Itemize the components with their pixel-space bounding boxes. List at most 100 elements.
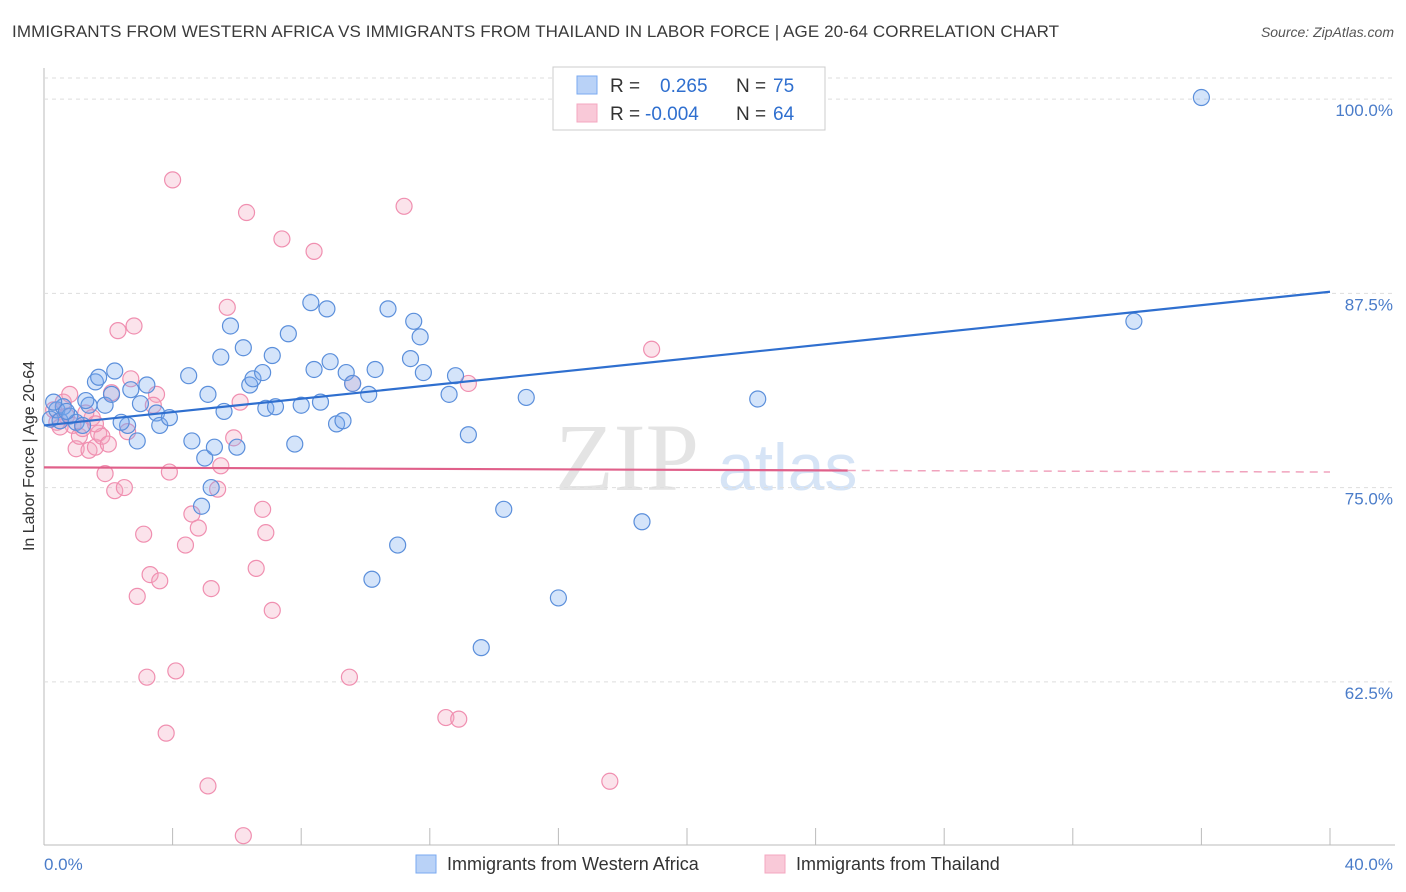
bottom-legend-label-blue: Immigrants from Western Africa — [447, 854, 700, 874]
western-africa-point — [549, 589, 568, 607]
western-africa-point — [221, 317, 240, 335]
western-africa-point — [337, 363, 355, 382]
western-africa-point — [286, 435, 304, 453]
thailand-point — [643, 340, 661, 358]
bottom-legend-label-pink: Immigrants from Thailand — [796, 854, 1000, 874]
western-africa-point — [212, 348, 230, 366]
y-axis-title: In Labor Force | Age 20-64 — [21, 361, 38, 551]
western-africa-point — [61, 407, 79, 425]
thailand-point — [218, 298, 236, 316]
thailand-point — [212, 457, 230, 475]
western-africa-point — [77, 391, 95, 410]
trend-lines — [43, 290, 1331, 473]
thailand-point — [234, 827, 252, 845]
series-western-africa-points — [41, 88, 1211, 657]
thailand-point — [160, 463, 178, 481]
trend-line-western-africa — [43, 290, 1331, 427]
legend-n-value-pink: 64 — [773, 104, 795, 125]
bottom-legend-swatch-pink — [764, 854, 786, 874]
thailand-point — [176, 536, 195, 554]
x-ticks — [172, 828, 1331, 845]
thailand-point — [128, 587, 146, 605]
western-africa-point — [202, 478, 220, 497]
thailand-point — [96, 464, 114, 483]
western-africa-point — [205, 438, 223, 456]
thailand-point — [273, 230, 291, 248]
western-africa-point — [1192, 88, 1211, 107]
thailand-point — [189, 519, 207, 537]
western-africa-point — [749, 390, 767, 408]
stats-legend: R = 0.265 N = 75 R = -0.004 N = 64 — [552, 66, 826, 131]
western-africa-point — [199, 385, 217, 403]
thailand-point — [90, 424, 108, 442]
western-africa-point — [321, 353, 339, 371]
western-africa-point — [292, 396, 310, 414]
thailand-point — [138, 668, 156, 686]
western-africa-point — [192, 497, 211, 515]
western-africa-point — [180, 367, 198, 385]
legend-r-label-blue: R = — [610, 76, 640, 97]
y-tick-labels: 62.5% 75.0% 87.5% 100.0% — [1335, 101, 1393, 703]
thailand-point — [247, 559, 265, 577]
thailand-point — [237, 203, 256, 222]
thailand-point — [395, 197, 413, 215]
western-africa-point — [495, 500, 513, 518]
thailand-point — [157, 724, 175, 742]
thailand-point — [263, 601, 281, 619]
western-africa-point — [228, 438, 246, 456]
thailand-point — [257, 524, 275, 542]
thailand-point — [115, 478, 133, 497]
legend-swatch-pink — [576, 103, 598, 123]
western-africa-point — [138, 376, 156, 394]
thailand-point — [450, 710, 468, 728]
bottom-legend: Immigrants from Western Africa Immigrant… — [415, 854, 1000, 874]
thailand-point — [135, 525, 153, 543]
western-africa-point — [517, 388, 535, 407]
western-africa-point — [334, 412, 352, 430]
western-africa-point — [45, 393, 63, 411]
thailand-point — [109, 322, 127, 340]
source-label: Source: ZipAtlas.com — [1260, 24, 1394, 40]
thailand-point — [231, 393, 249, 411]
trend-line-thailand-extension — [847, 469, 1331, 473]
thailand-point — [141, 566, 159, 584]
y-tick-label: 75.0% — [1345, 490, 1393, 509]
legend-n-value-blue: 75 — [773, 76, 794, 97]
thailand-point — [199, 777, 217, 795]
western-africa-point — [379, 300, 397, 318]
western-africa-point — [344, 374, 362, 393]
western-africa-point — [363, 570, 381, 588]
legend-n-label-blue: N = — [736, 76, 766, 97]
thailand-point — [601, 772, 619, 790]
western-africa-point — [234, 339, 252, 357]
thailand-point — [459, 374, 477, 393]
thailand-point — [167, 662, 185, 680]
thailand-point — [164, 171, 182, 189]
western-africa-point — [1125, 312, 1143, 330]
western-africa-point — [196, 449, 214, 467]
western-africa-point — [54, 398, 72, 416]
western-africa-point — [414, 363, 432, 382]
western-africa-point — [96, 396, 114, 414]
x-tick-label-max: 40.0% — [1345, 855, 1393, 874]
thailand-point — [106, 482, 124, 500]
western-africa-point — [472, 639, 490, 657]
western-africa-point — [459, 426, 477, 444]
western-africa-point — [305, 360, 323, 379]
thailand-point — [437, 708, 455, 727]
bottom-legend-swatch-blue — [415, 854, 437, 874]
chart-title: IMMIGRANTS FROM WESTERN AFRICA VS IMMIGR… — [12, 22, 1060, 41]
western-africa-point — [405, 312, 423, 330]
legend-r-value-pink: -0.004 — [645, 104, 699, 125]
x-tick-label-min: 0.0% — [44, 855, 83, 874]
legend-r-value-blue: 0.265 — [660, 76, 708, 97]
western-africa-point — [128, 432, 146, 450]
legend-r-label-pink: R = — [610, 104, 640, 125]
thailand-point — [305, 242, 323, 260]
thailand-point — [151, 572, 169, 590]
legend-n-label-pink: N = — [736, 104, 766, 125]
watermark-zip: ZIP — [555, 404, 699, 511]
western-africa-point — [411, 328, 429, 346]
legend-swatch-blue — [576, 75, 598, 95]
